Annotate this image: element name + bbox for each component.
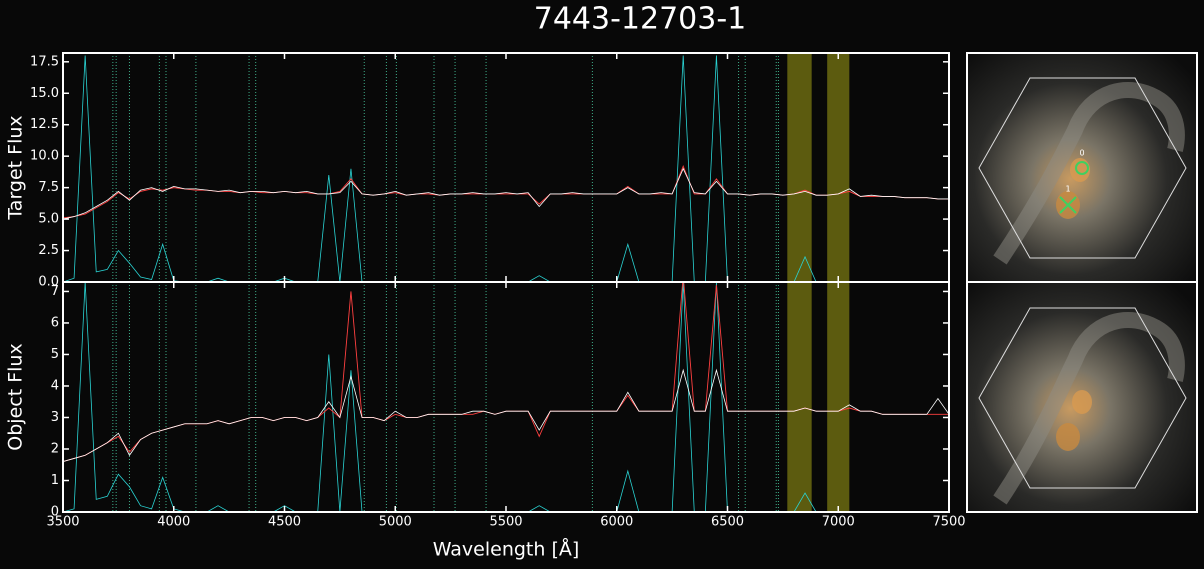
masked-band [787, 53, 812, 282]
masked-band [827, 282, 850, 512]
masked-band [827, 53, 850, 282]
y-tick-label: 6 [51, 315, 59, 330]
x-tick-label: 4500 [268, 515, 301, 530]
spectrum-line [63, 368, 949, 462]
x-tick-label: 5000 [379, 515, 412, 530]
y-tick-label: 4 [51, 378, 59, 393]
y-tick-label: 17.5 [30, 54, 59, 69]
y-tick-label: 10.0 [30, 149, 59, 164]
spectrum-line [63, 55, 949, 282]
y-tick-label: 12.5 [30, 117, 59, 132]
galaxy-image-top [966, 52, 1198, 283]
plot-area [63, 282, 949, 512]
x-tick-label: 7000 [822, 515, 855, 530]
fiber-label: 0 [1079, 149, 1084, 158]
y-tick-label: 7.5 [38, 180, 59, 195]
y-tick-label: 2 [51, 441, 59, 456]
y-tick-label: 5.0 [38, 212, 59, 227]
masked-band [787, 282, 812, 512]
x-tick-label: 5500 [489, 515, 522, 530]
y-tick-label: 2.5 [38, 243, 59, 258]
y-tick-label: 7 [51, 284, 59, 299]
galaxy-image-bottom [966, 281, 1198, 513]
x-tick-label: 6500 [711, 515, 744, 530]
title: 7443-12703-1 [534, 2, 747, 37]
y-tick-label: 0 [51, 505, 59, 520]
plot-area [63, 53, 949, 282]
fiber-label: 1 [1065, 185, 1070, 194]
x-axis-label: Wavelength [Å] [433, 538, 580, 561]
x-tick-label: 4000 [157, 515, 190, 530]
x-tick-label: 3500 [46, 515, 79, 530]
y-axis-label: Object Flux [5, 343, 27, 450]
y-tick-label: 5 [51, 347, 59, 362]
x-tick-label: 6000 [600, 515, 633, 530]
spectrum-line [63, 282, 949, 512]
x-tick-label: 7500 [932, 515, 965, 530]
y-tick-label: 0.0 [38, 275, 59, 290]
y-tick-label: 1 [51, 473, 59, 488]
y-axis-label: Target Flux [5, 115, 27, 220]
y-tick-label: 15.0 [30, 86, 59, 101]
spectrum-line [63, 167, 949, 220]
y-tick-label: 3 [51, 410, 59, 425]
